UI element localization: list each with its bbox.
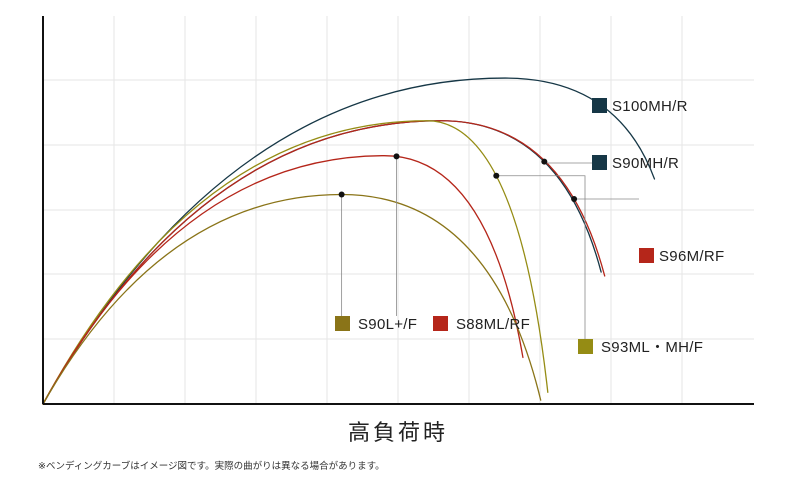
curve-S90L+/F xyxy=(42,193,542,405)
curve-S90MH/R xyxy=(42,120,602,405)
curve-S88ML/RF xyxy=(42,155,524,405)
curve-marker xyxy=(338,191,345,198)
legend-swatch xyxy=(433,316,448,331)
curve-marker xyxy=(541,158,548,165)
curve-marker xyxy=(493,172,500,179)
leader-line xyxy=(543,161,592,164)
curve-S100MH/R xyxy=(42,77,656,405)
curve-marker xyxy=(571,195,578,202)
legend-swatch xyxy=(639,248,654,263)
axes xyxy=(42,16,754,405)
bending-curve-chart: S100MH/R S90MH/R S96M/RF S93ML・MH/F S88ML/RF… xyxy=(42,16,754,446)
curve-S93ML・MH/F xyxy=(42,120,549,405)
grid xyxy=(43,16,754,404)
series-label: S90MH/R xyxy=(612,155,679,172)
x-axis-label: 高負荷時 xyxy=(348,421,448,446)
series-label: S88ML/RF xyxy=(456,316,530,333)
curve-S96M/RF xyxy=(42,120,606,405)
legend-swatch xyxy=(592,98,607,113)
legend-swatch xyxy=(592,155,607,170)
series-label: S93ML・MH/F xyxy=(601,339,703,356)
series-label: S90L+/F xyxy=(358,316,417,333)
legend-swatch xyxy=(335,316,350,331)
curve-marker xyxy=(393,153,400,160)
legend-swatch xyxy=(578,339,593,354)
series-label: S96M/RF xyxy=(659,248,724,265)
series-label: S100MH/R xyxy=(612,98,688,115)
leader-line xyxy=(496,175,586,339)
curves xyxy=(42,77,656,405)
callouts: S100MH/R S90MH/R S96M/RF S93ML・MH/F S88ML/RF… xyxy=(335,98,724,356)
footnote: ※ベンディングカーブはイメージ図です。実際の曲がりは異なる場合があります。 xyxy=(38,461,385,472)
